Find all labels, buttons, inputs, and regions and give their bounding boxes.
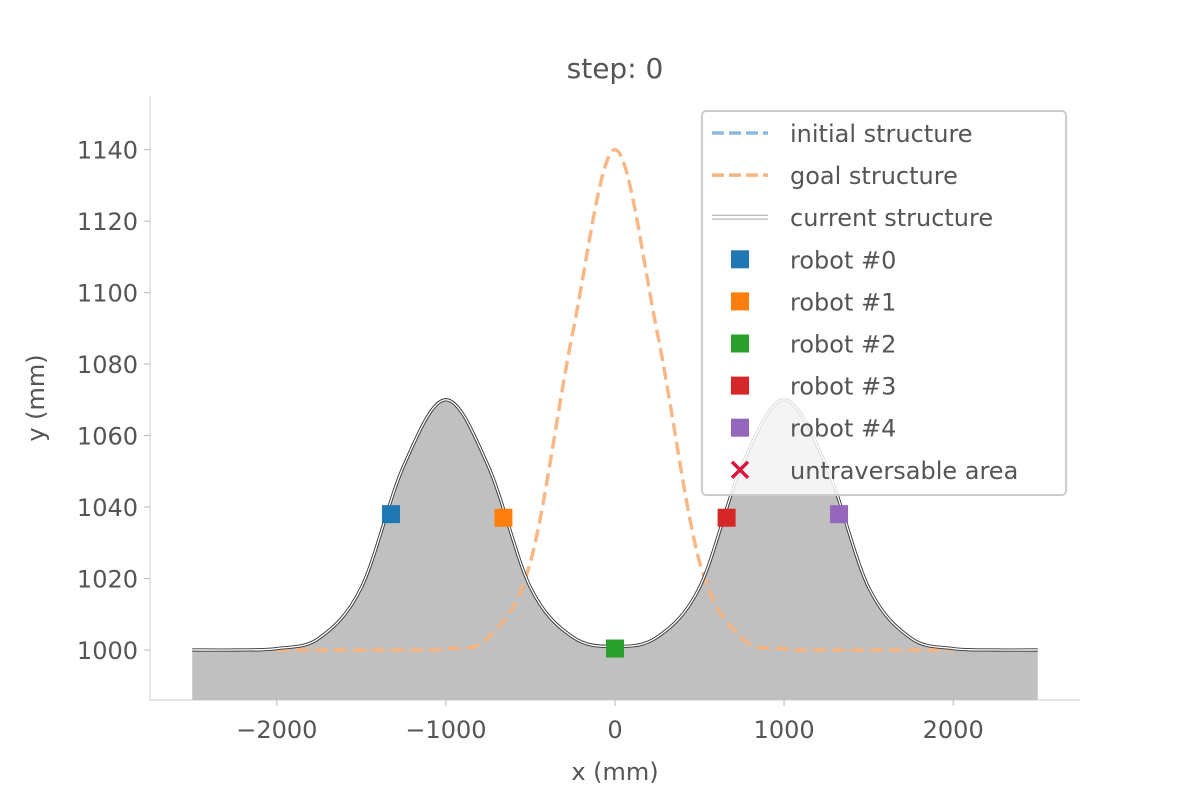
robot-marker-4 xyxy=(830,505,849,524)
x-tick-label: 0 xyxy=(607,716,622,744)
y-tick-label: 1060 xyxy=(77,423,138,451)
x-tick-label: −1000 xyxy=(405,716,486,744)
y-tick-label: 1140 xyxy=(77,137,138,165)
legend-label: robot #2 xyxy=(790,331,896,359)
robot-marker-2 xyxy=(606,639,624,658)
x-axis-label: x (mm) xyxy=(571,758,658,786)
goal-structure-line xyxy=(276,147,954,652)
legend-frame xyxy=(701,110,1067,496)
x-tick-label: −2000 xyxy=(236,716,317,744)
legend-label: robot #0 xyxy=(790,246,896,274)
legend-swatch-square xyxy=(731,418,749,437)
legend-label: robot #3 xyxy=(790,373,896,401)
robot-marker-0 xyxy=(381,505,400,524)
legend-swatch-square xyxy=(731,292,749,311)
legend-swatch-x xyxy=(730,460,750,480)
y-tick-label: 1000 xyxy=(77,637,138,665)
x-tick-label: 1000 xyxy=(754,716,815,744)
legend-label: current structure xyxy=(790,204,993,232)
chart-title: step: 0 xyxy=(567,52,664,85)
legend: initial structure goal structure current s… xyxy=(701,110,1067,496)
y-axis-label: y (mm) xyxy=(22,354,50,441)
y-tick-label: 1080 xyxy=(77,351,138,379)
legend-label: goal structure xyxy=(790,162,958,190)
x-tick-label: 2000 xyxy=(923,716,984,744)
y-tick-label: 1120 xyxy=(77,208,138,236)
y-tick-label: 1020 xyxy=(77,565,138,593)
y-tick-label: 1040 xyxy=(77,494,138,522)
legend-label: initial structure xyxy=(790,120,973,148)
legend-label: robot #4 xyxy=(790,415,896,443)
legend-swatch-square xyxy=(731,334,749,353)
legend-label: robot #1 xyxy=(790,288,896,316)
legend-swatch-square xyxy=(731,250,749,269)
y-tick-label: 1100 xyxy=(77,280,138,308)
robot-marker-3 xyxy=(717,508,736,527)
legend-label: untraversable area xyxy=(790,457,1018,485)
legend-swatch-square xyxy=(731,376,749,395)
robot-marker-1 xyxy=(494,508,513,527)
